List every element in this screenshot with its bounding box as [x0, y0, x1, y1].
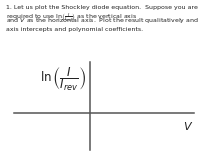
Text: $V$: $V$	[183, 120, 193, 132]
Text: axis intercepts and polynomial coefficients.: axis intercepts and polynomial coefficie…	[6, 27, 143, 32]
Text: and $V$ as the horizontal axis.  Plot the result qualitatively and correctly \te: and $V$ as the horizontal axis. Plot the…	[6, 16, 200, 25]
Text: $\ln\left(\dfrac{I}{I_{rev}}\right)$: $\ln\left(\dfrac{I}{I_{rev}}\right)$	[40, 65, 87, 93]
Text: 1. Let us plot the Shockley diode equation.  Suppose you are required to use $\l: 1. Let us plot the Shockley diode equati…	[6, 5, 198, 24]
